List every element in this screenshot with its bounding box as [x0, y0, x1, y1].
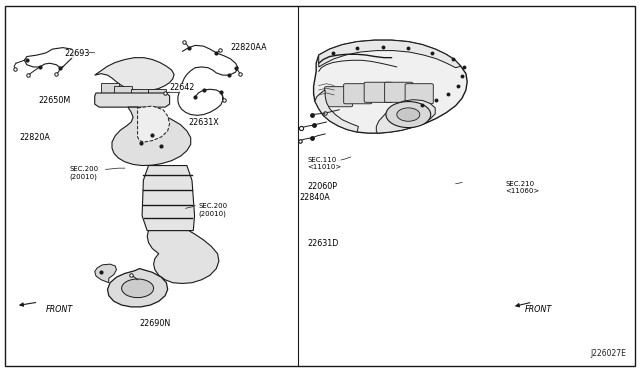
Polygon shape — [131, 89, 148, 99]
Text: 22690N: 22690N — [140, 319, 171, 328]
Text: 22820A: 22820A — [19, 133, 50, 142]
FancyBboxPatch shape — [385, 82, 413, 102]
Polygon shape — [147, 231, 219, 283]
Text: SEC.200
(20010): SEC.200 (20010) — [198, 203, 228, 217]
Polygon shape — [95, 93, 170, 107]
Polygon shape — [112, 107, 191, 166]
Text: FRONT: FRONT — [46, 305, 74, 314]
Text: 22840A: 22840A — [300, 193, 330, 202]
Text: 22642: 22642 — [170, 83, 195, 92]
Polygon shape — [376, 100, 435, 133]
Text: SEC.110
<11010>: SEC.110 <11010> — [307, 157, 342, 170]
Circle shape — [122, 279, 154, 298]
Polygon shape — [314, 40, 467, 133]
Polygon shape — [142, 166, 195, 231]
Text: SEC.210
<11060>: SEC.210 <11060> — [506, 182, 540, 194]
Text: 22650M: 22650M — [38, 96, 70, 105]
Polygon shape — [95, 58, 174, 91]
Text: 22631X: 22631X — [189, 118, 220, 127]
Polygon shape — [101, 83, 119, 93]
FancyBboxPatch shape — [324, 87, 353, 107]
FancyBboxPatch shape — [344, 84, 372, 104]
Circle shape — [397, 108, 420, 121]
Polygon shape — [319, 40, 461, 68]
Polygon shape — [95, 264, 116, 283]
Polygon shape — [148, 89, 166, 97]
FancyBboxPatch shape — [364, 82, 392, 102]
Text: 22693: 22693 — [64, 49, 90, 58]
Text: SEC.200
(20010): SEC.200 (20010) — [69, 166, 99, 180]
Text: 22060P: 22060P — [307, 182, 337, 191]
Polygon shape — [114, 86, 132, 96]
Text: FRONT: FRONT — [525, 305, 552, 314]
Polygon shape — [315, 90, 358, 132]
Text: 22820AA: 22820AA — [230, 43, 267, 52]
Polygon shape — [108, 269, 168, 307]
Circle shape — [386, 102, 431, 128]
Text: 22631D: 22631D — [307, 239, 339, 248]
FancyBboxPatch shape — [405, 84, 433, 104]
Polygon shape — [138, 106, 170, 142]
Text: J226027E: J226027E — [590, 349, 626, 358]
